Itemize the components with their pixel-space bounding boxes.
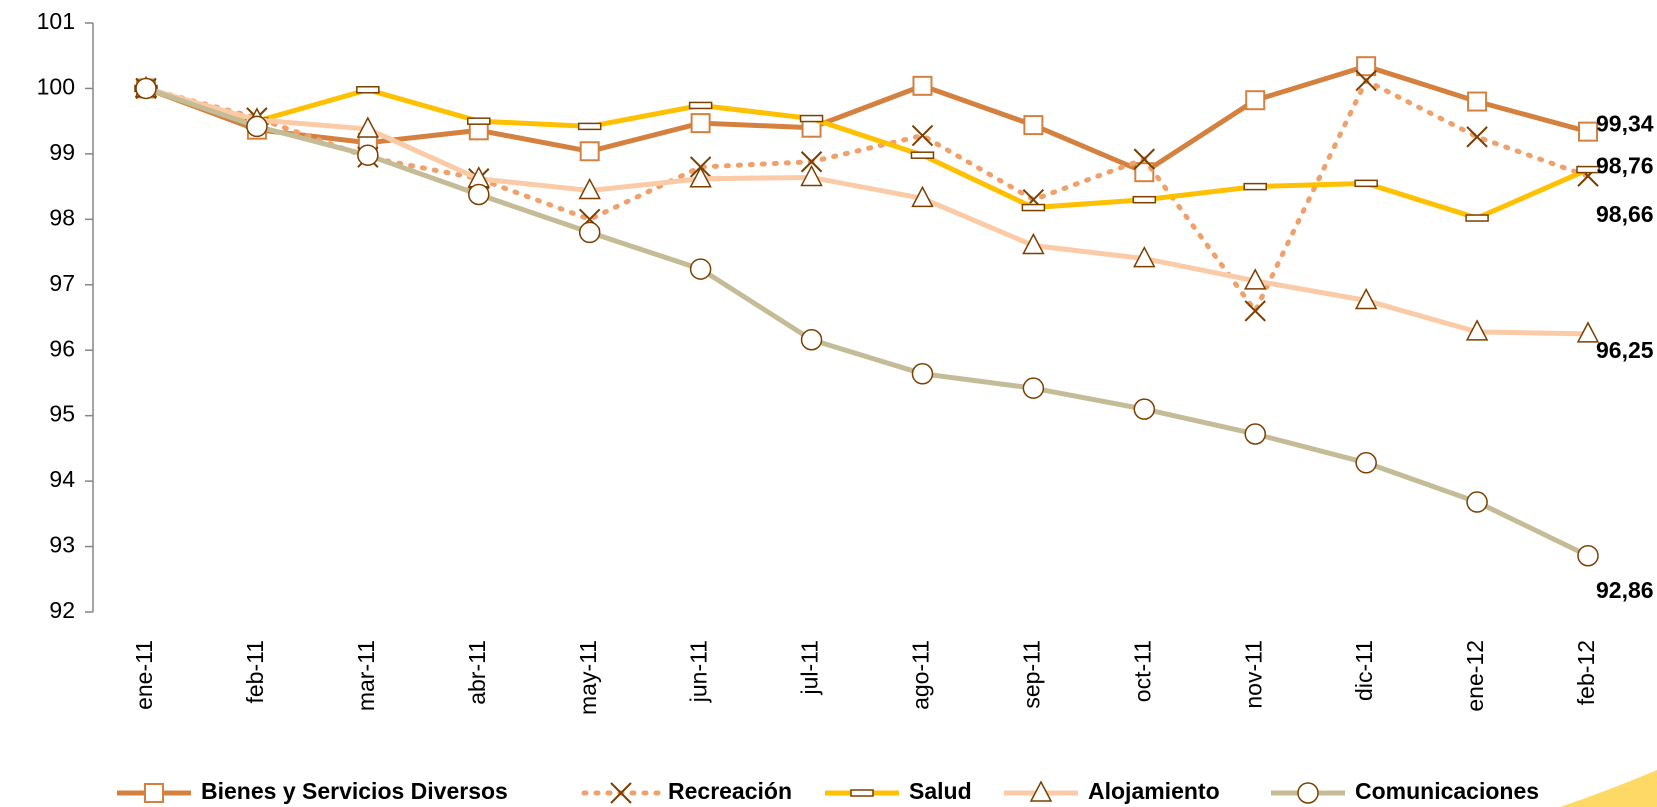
end-label: 98,66 [1596, 201, 1654, 227]
y-tick-label: 99 [49, 139, 75, 165]
legend-text: Comunicaciones [1355, 778, 1539, 804]
line-series [145, 86, 1590, 221]
marker [1133, 398, 1156, 420]
x-tick-label: ene-11 [131, 640, 157, 710]
x-tick-label: dic-11 [1351, 640, 1377, 701]
marker [1466, 126, 1488, 148]
x-tick-label: ene-12 [1462, 640, 1488, 712]
end-label: 92,86 [1596, 577, 1654, 603]
marker [578, 177, 601, 200]
marker [1021, 203, 1046, 212]
marker [1578, 121, 1598, 142]
y-tick-label: 95 [49, 401, 75, 427]
y-tick-label: 96 [49, 335, 75, 361]
x-tick-label: abr-11 [464, 640, 490, 705]
legend-text: Bienes y Servicios Diversos [201, 778, 508, 804]
marker [1465, 214, 1489, 222]
marker [1243, 268, 1267, 290]
marker [577, 122, 602, 131]
marker [1029, 780, 1053, 802]
marker [1355, 69, 1377, 92]
decoration [1560, 770, 1657, 807]
legend-text: Recreación [668, 778, 792, 804]
marker [1576, 321, 1600, 343]
marker [1132, 195, 1157, 204]
line-series [145, 63, 1589, 176]
marker [356, 86, 380, 94]
marker [1133, 245, 1156, 268]
marker [1576, 165, 1600, 174]
y-tick-label: 93 [49, 532, 75, 558]
x-tick-label: mar-11 [353, 640, 379, 711]
marker [1467, 91, 1488, 112]
marker [467, 117, 491, 125]
marker [912, 75, 933, 96]
marker [1356, 56, 1377, 77]
marker [689, 166, 712, 188]
marker [1297, 782, 1319, 804]
marker [579, 141, 600, 162]
marker [850, 789, 874, 797]
x-tick-label: may-11 [575, 640, 601, 715]
end-label: 96,25 [1596, 337, 1654, 363]
marker [1244, 300, 1266, 322]
legend-text: Salud [909, 778, 972, 804]
y-tick-label: 100 [37, 74, 75, 100]
y-tick-label: 92 [49, 597, 75, 623]
y-tick-label: 101 [37, 8, 75, 34]
marker [689, 258, 712, 280]
marker [357, 144, 379, 166]
x-tick-label: feb-12 [1573, 640, 1599, 705]
x-tick-label: oct-11 [1129, 640, 1155, 702]
marker [911, 363, 934, 385]
legend-text: Alojamiento [1088, 778, 1220, 804]
marker [1244, 423, 1266, 445]
marker [799, 114, 824, 123]
x-tick-label: ago-11 [908, 640, 934, 710]
marker [1245, 90, 1266, 111]
marker [800, 164, 823, 187]
marker [800, 151, 823, 173]
marker [911, 124, 934, 147]
x-tick-label: jul-11 [797, 640, 823, 696]
marker [144, 783, 164, 803]
marker [1022, 377, 1045, 399]
y-tick-label: 97 [49, 270, 75, 296]
marker [578, 221, 601, 244]
marker [1465, 319, 1489, 341]
marker [468, 183, 490, 206]
end-label: 99,34 [1596, 111, 1654, 137]
marker [688, 101, 713, 110]
marker [1354, 179, 1378, 188]
marker [1023, 115, 1044, 136]
line-series [143, 77, 1591, 316]
marker [246, 115, 268, 138]
end-label: 98,76 [1596, 153, 1654, 179]
y-tick-label: 94 [49, 466, 75, 492]
marker [135, 77, 157, 100]
marker [1354, 287, 1378, 310]
marker [690, 113, 711, 134]
x-tick-label: jun-11 [686, 640, 712, 703]
marker [356, 116, 380, 138]
x-tick-label: feb-11 [242, 640, 268, 704]
line-series [145, 86, 1590, 558]
marker [1022, 232, 1045, 255]
marker [910, 151, 935, 159]
marker [1133, 148, 1156, 170]
y-tick-label: 98 [49, 204, 75, 230]
marker [1243, 182, 1267, 191]
marker [1466, 491, 1488, 513]
line-series [145, 86, 1589, 337]
x-tick-label: nov-11 [1240, 640, 1266, 709]
marker [610, 782, 632, 804]
marker [1355, 452, 1377, 474]
x-tick-label: sep-11 [1018, 640, 1044, 709]
marker [911, 185, 934, 208]
marker [800, 329, 823, 351]
marker [1577, 544, 1599, 567]
